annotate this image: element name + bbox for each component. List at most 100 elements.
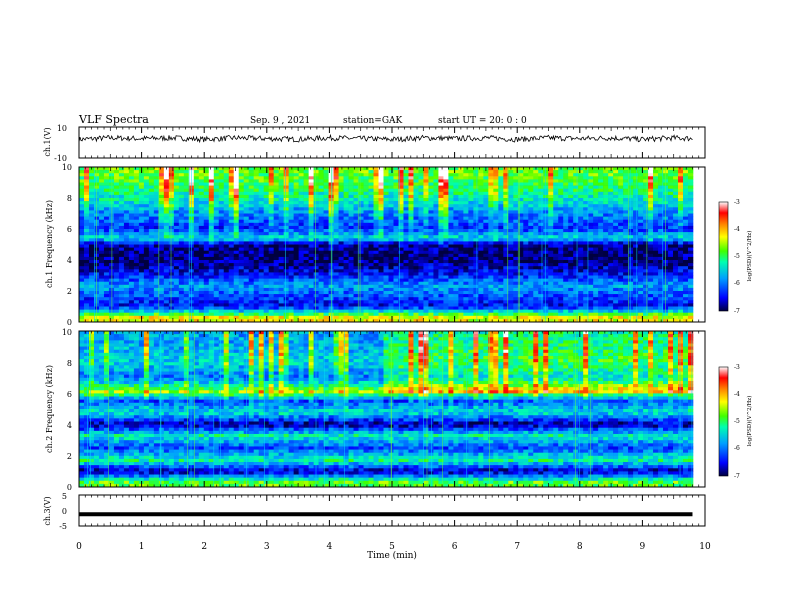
spec1-cell [493,216,499,220]
spec1-cell [218,222,225,227]
spec1-cell [208,297,215,301]
spec1-cell [348,191,354,196]
spec1-cell [213,213,220,217]
spec1-cell [193,297,200,301]
spec1-cell [463,232,469,236]
spec1-cell [263,232,269,236]
spec1-cell [533,182,539,186]
spec1-cell [118,210,125,214]
spec1-cell [79,210,85,214]
spec1-cell [418,213,424,217]
spec1-cell [343,275,349,279]
spec1-cell [133,213,140,217]
spec1-cell [358,281,364,286]
spec1-cell [543,213,549,217]
spec1-cell [208,315,215,320]
spec1-cell [173,176,180,180]
spec1-cell [203,303,210,307]
spec1-cell [88,241,95,245]
spec1-cell [103,266,110,270]
spec1-cell [548,247,554,251]
spec1-cell [213,272,220,276]
spec1-cell [463,191,469,196]
spec1-cell [368,191,374,196]
spec1-cell [313,281,319,286]
spec1-cell [303,201,309,205]
spec1-cell [263,219,269,224]
spec1-cell [553,207,559,211]
spec1-cell [563,306,569,310]
spec1-cell [198,219,205,224]
spec1-cell [268,167,274,171]
spec1-cell [233,303,240,307]
spec1-cell [453,225,459,230]
spec1-cell [83,256,90,261]
spec1-cell [288,167,294,171]
spec1-cell [363,213,369,217]
spec1-cell [333,300,339,304]
spec1-cell [148,247,155,251]
spec1-cell [338,284,344,289]
spec1-cell [358,306,364,310]
spec1-cell [423,284,429,289]
spec1-cell [113,235,120,239]
spec1-cell [268,256,274,261]
spec1-cell [308,219,314,224]
spec1-cell [438,284,444,289]
spec1-cell [383,176,389,180]
spec1-cell [423,244,429,248]
spec1-cell [508,309,514,313]
spec1-cell [123,291,130,295]
spec1-cell [453,222,459,227]
spec1-cell [518,182,524,186]
spec1-cell [283,272,289,276]
spec1-cell [388,263,394,267]
spec1-cell [528,238,534,242]
spec1-cell [428,244,434,248]
spec1-cell [368,235,374,239]
spec1-cell [488,297,494,301]
spec1-cell [218,213,225,217]
spec1-cell [103,225,110,230]
spec1-cell [443,210,449,214]
spec1-cell [343,232,349,236]
spec1-cell [498,235,504,239]
spec1-cell [143,253,150,258]
spec1-cell [208,235,215,239]
spec1-cell [88,201,95,205]
spec1-cell [393,250,399,255]
spec1-cell [338,303,344,307]
spec1-cell [323,278,329,282]
spec1-cell [263,225,269,230]
spec1-cell [163,210,170,214]
spec1-cell [533,256,539,261]
spec1-cell [378,198,384,202]
spec1-cell [283,225,289,230]
spec1-cell [353,176,359,180]
spec1-cell [258,303,264,307]
spec1-cell [283,179,289,183]
spec1-cell [443,182,449,186]
spec1-cell [488,222,494,227]
spec1-cell [443,213,449,217]
spec1-cell [268,284,274,289]
spec1-cell [473,306,479,310]
spec1-cell [148,318,155,323]
spec1-cell [528,176,534,180]
spec1-cell [453,281,459,286]
spec1-cell [308,238,314,242]
spec1-cell [503,275,509,279]
spec1-cell [238,253,245,258]
spec1-cell [278,210,284,214]
spec1-cell [453,201,459,205]
spec1-cell [483,312,489,317]
spec1-cell [478,222,484,227]
spec1-cell [418,210,424,214]
spec1-cell [83,266,90,270]
spec1-cell [79,213,85,217]
spec1-cell [248,238,255,242]
spec1-cell [478,232,484,236]
spec1-cell [428,210,434,214]
spec1-cell [453,266,459,270]
spec1-cell [403,229,409,233]
